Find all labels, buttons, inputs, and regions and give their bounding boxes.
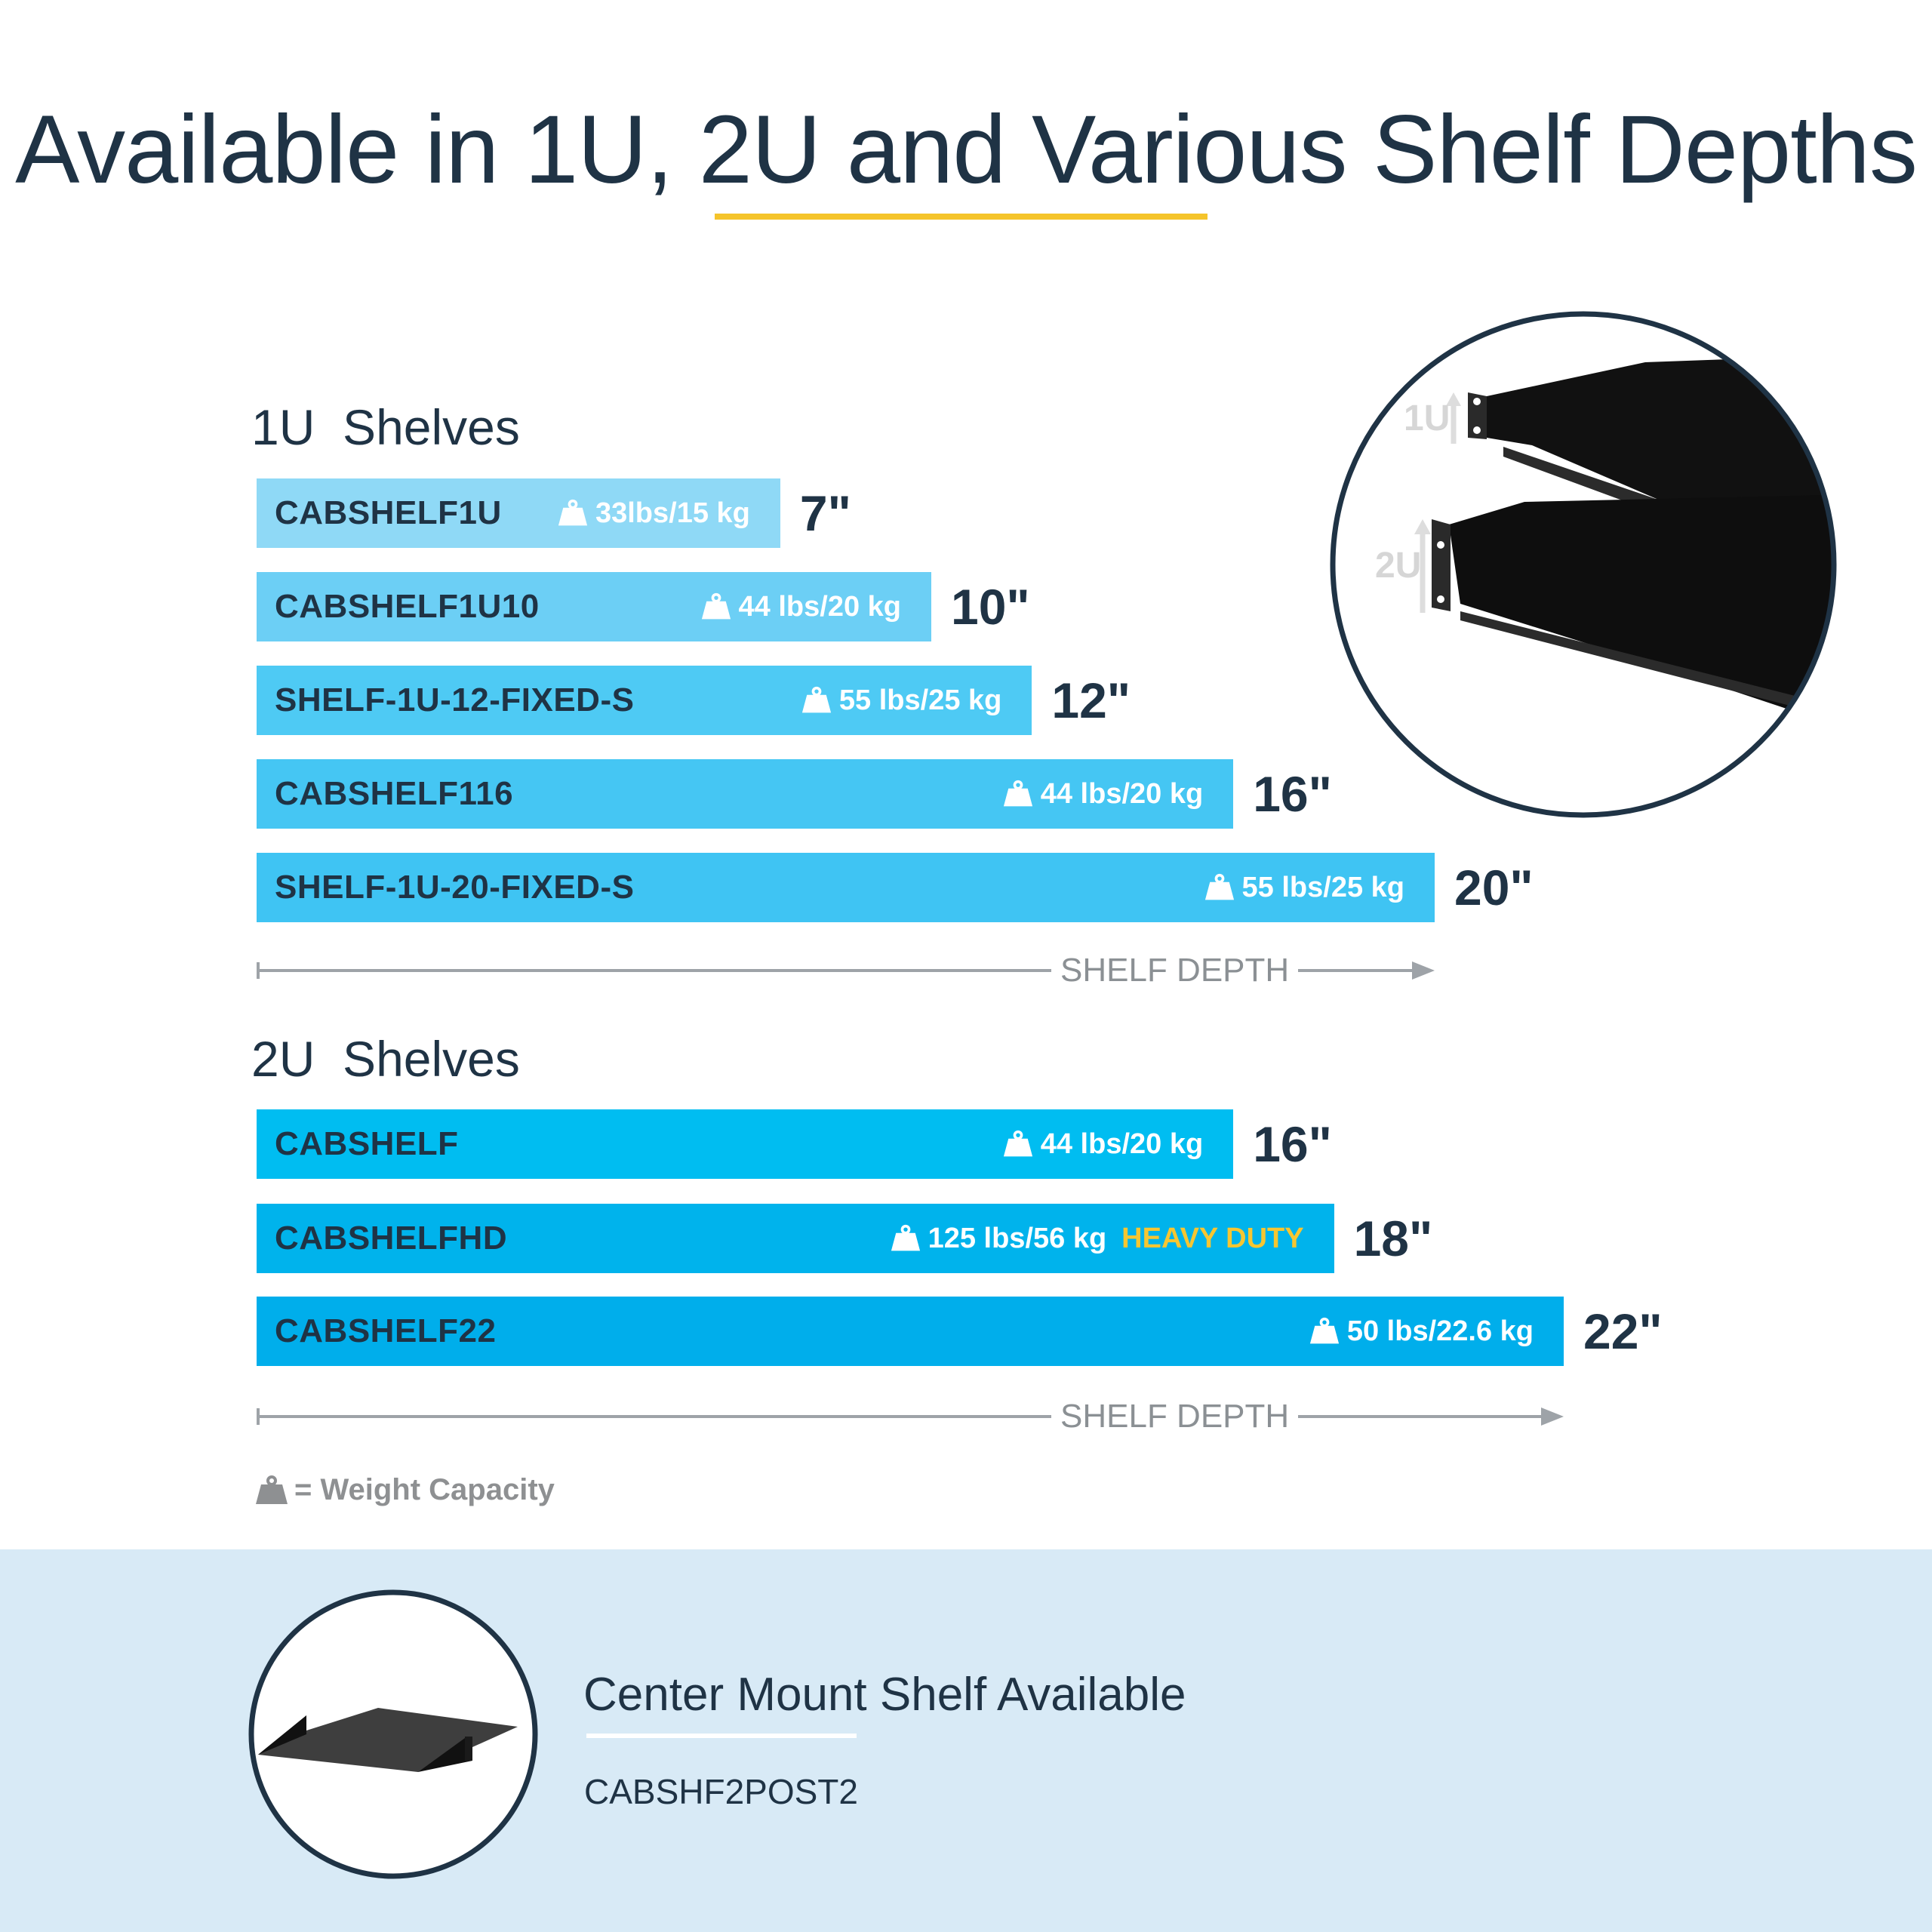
capacity-text: 55 lbs/25 kg [1241, 871, 1404, 903]
page-title: Available in 1U, 2U and Various Shelf De… [15, 96, 1918, 204]
capacity-text: 125 lbs/56 kg [928, 1222, 1107, 1254]
weight-icon [891, 1224, 920, 1251]
label-1u: 1U [1404, 398, 1450, 438]
legend-text: = Weight Capacity [294, 1473, 555, 1506]
weight-icon [801, 686, 832, 713]
shelf-depth: 16" [1253, 1116, 1332, 1172]
shelf-sku: CABSHELF116 [275, 775, 514, 812]
shelf-depth-axis-2u: SHELF DEPTH [257, 1398, 1564, 1435]
weight-icon [1003, 780, 1032, 807]
capacity-text: 44 lbs/20 kg [1040, 777, 1204, 810]
shelf-depth: 18" [1353, 1211, 1433, 1266]
weight-icon [1309, 1317, 1339, 1344]
capacity-text: 44 lbs/20 kg [738, 590, 901, 623]
weight-capacity: 44 lbs/20 kg [1003, 778, 1203, 811]
shelf-depth: 10" [951, 579, 1030, 635]
section-heading-1u: 1U Shelves [251, 399, 520, 455]
shelf-bar: SHELF-1U-12-FIXED-S 55 lbs/25 kg 12" [257, 666, 1131, 735]
center-mount-title: Center Mount Shelf Available [583, 1669, 1186, 1721]
weight-icon [1204, 873, 1234, 900]
weight-icon [701, 592, 731, 620]
shelf-sku: CABSHELFHD [275, 1220, 508, 1257]
axis-label: SHELF DEPTH [1051, 952, 1299, 989]
shelf-bar: CABSHELF1U 33lbs/15 kg 7" [257, 478, 851, 548]
title-underline [715, 214, 1208, 220]
shelf-depth-axis-1u: SHELF DEPTH [257, 952, 1435, 989]
shelf-depth: 16" [1253, 766, 1332, 822]
weight-capacity: 125 lbs/56 kg HEAVY DUTY [891, 1223, 1304, 1255]
center-mount-sku: CABSHF2POST2 [584, 1772, 858, 1811]
legend: = Weight Capacity [255, 1473, 555, 1507]
shelf-sku: CABSHELF1U [275, 494, 502, 531]
weight-capacity: 44 lbs/20 kg [701, 591, 901, 623]
shelf-bar: CABSHELF22 50 lbs/22.6 kg 22" [257, 1297, 1663, 1366]
center-mount-shelf-photo [248, 1589, 538, 1879]
shelf-depth: 7" [799, 485, 851, 541]
center-mount-underline [586, 1734, 857, 1738]
heavy-duty-badge: HEAVY DUTY [1121, 1222, 1304, 1254]
capacity-text: 55 lbs/25 kg [838, 684, 1002, 716]
weight-capacity: 55 lbs/25 kg [1204, 872, 1404, 904]
shelf-sku: SHELF-1U-20-FIXED-S [275, 869, 635, 906]
shelf-photo-1u-2u: 1U 2U [1330, 311, 1837, 818]
weight-capacity: 50 lbs/22.6 kg [1309, 1315, 1534, 1348]
shelf-sku: SHELF-1U-12-FIXED-S [275, 681, 635, 718]
weight-icon [1003, 1130, 1032, 1157]
weight-icon [558, 499, 588, 526]
shelf-depth: 12" [1051, 672, 1131, 728]
shelf-sku: CABSHELF1U10 [275, 588, 540, 625]
shelf-depth: 20" [1454, 860, 1534, 915]
section-heading-2u: 2U Shelves [251, 1031, 520, 1087]
capacity-text: 50 lbs/22.6 kg [1346, 1315, 1534, 1347]
shelf-depth: 22" [1583, 1303, 1663, 1359]
axis-label: SHELF DEPTH [1051, 1398, 1299, 1435]
weight-capacity: 55 lbs/25 kg [801, 685, 1001, 717]
shelf-bar: CABSHELF116 44 lbs/20 kg 16" [257, 759, 1332, 829]
label-2u: 2U [1375, 546, 1421, 586]
shelf-bar: CABSHELFHD 125 lbs/56 kg HEAVY DUTY 18" [257, 1204, 1432, 1273]
shelf-sku: CABSHELF [275, 1125, 459, 1162]
shelf-sku: CABSHELF22 [275, 1312, 497, 1349]
capacity-text: 44 lbs/20 kg [1040, 1128, 1204, 1160]
shelf-bar: CABSHELF 44 lbs/20 kg 16" [257, 1109, 1332, 1179]
capacity-text: 33lbs/15 kg [595, 497, 750, 529]
shelf-bar: CABSHELF1U10 44 lbs/20 kg 10" [257, 572, 1030, 641]
weight-icon [256, 1475, 288, 1504]
weight-capacity: 44 lbs/20 kg [1003, 1128, 1203, 1161]
weight-capacity: 33lbs/15 kg [558, 497, 750, 530]
shelf-bar: SHELF-1U-20-FIXED-S 55 lbs/25 kg 20" [257, 853, 1534, 922]
